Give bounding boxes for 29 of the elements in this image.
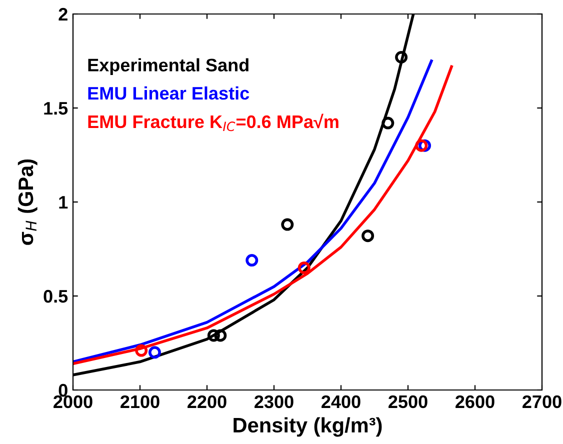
y-tick-label: 1: [59, 196, 68, 209]
x-tick-label: 2200: [188, 395, 226, 408]
text: Experimental Sand: [88, 58, 248, 76]
point: [382, 116, 394, 130]
x-tick-label: 2100: [120, 395, 160, 408]
point: [281, 218, 294, 231]
y-tick-label: 2: [58, 8, 68, 21]
x-tick-label: 2400: [322, 395, 360, 408]
x-tick-label: 2600: [456, 395, 494, 408]
point: [207, 329, 220, 342]
x-axis-title: Density (kg/m³): [234, 417, 382, 437]
point: [214, 329, 227, 342]
point: [362, 230, 374, 242]
y-tick-label: 0.5: [44, 290, 68, 303]
point: [415, 139, 428, 152]
point: [395, 50, 408, 64]
point: [298, 262, 310, 274]
text: EMU Linear Elastic: [88, 86, 250, 100]
x-tick-label: 2000: [54, 395, 92, 408]
x-tick-label: 2300: [254, 395, 294, 408]
point: [148, 346, 161, 359]
x-tick-label: 2500: [388, 395, 428, 408]
point: [135, 344, 148, 357]
y-tick-label: 1.5: [44, 102, 68, 115]
text: EMU Fracture K$_{IC}$=0.6 MPa√m: [88, 114, 338, 132]
y-tick-label: 0: [58, 384, 68, 397]
x-tick-label: 2700: [522, 395, 562, 408]
point: [246, 254, 258, 267]
y-axis-title: σ$_{H}$ (GPa): [18, 159, 38, 245]
